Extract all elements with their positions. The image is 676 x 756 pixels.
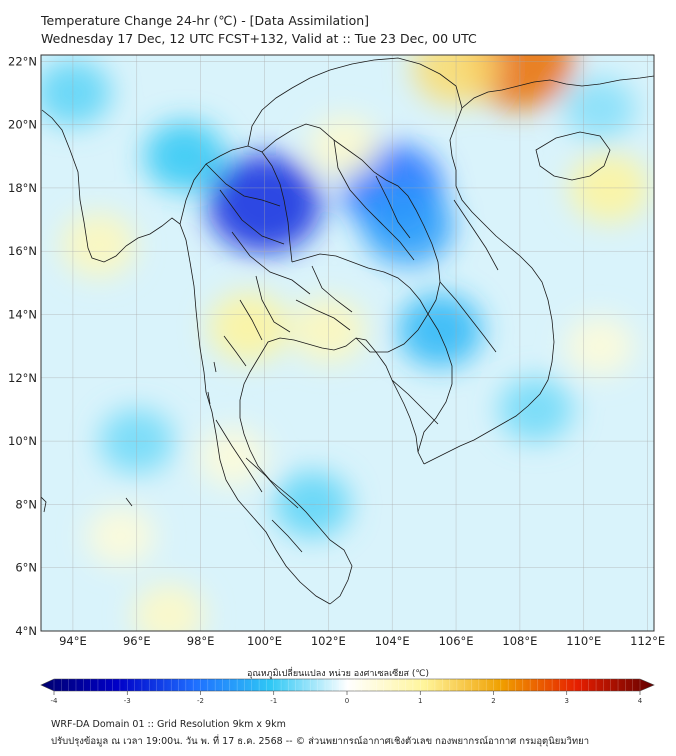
map-frame xyxy=(40,54,655,632)
border-laos xyxy=(261,123,441,315)
footer-credit: ปรับปรุงข้อมูล ณ เวลา 19:00น. วัน พ. ที่… xyxy=(51,736,590,747)
anomaly-blob xyxy=(565,316,634,376)
anomaly-blob xyxy=(41,59,112,127)
coastline-myanmar-west xyxy=(41,109,331,605)
anomaly-blob xyxy=(362,186,454,266)
lon-tick-label: 106°E xyxy=(439,634,474,648)
colorbar-tick-label: -1 xyxy=(270,697,277,705)
lon-tick-label: 100°E xyxy=(247,634,282,648)
map-plot-area xyxy=(41,55,654,631)
lat-tick-label: 8°N xyxy=(15,497,37,511)
lon-tick-label: 104°E xyxy=(375,634,410,648)
lat-tick-label: 6°N xyxy=(15,561,37,575)
colorbar-ticks: -4 -3 -2 -1 0 1 2 3 4 xyxy=(51,679,643,705)
colorbar-tick-label: -3 xyxy=(124,697,131,705)
footer-model-info: WRF-DA Domain 01 :: Grid Resolution 9km … xyxy=(51,719,286,730)
colorbar: -4 -3 -2 -1 0 1 2 3 4 xyxy=(40,678,655,705)
anomaly-blob xyxy=(86,506,155,566)
anomaly-blob xyxy=(144,121,225,192)
coastline-vietnam xyxy=(423,75,654,465)
anomaly-blob xyxy=(132,583,205,631)
lat-tick-label: 16°N xyxy=(8,244,37,258)
chart-subtitle: Wednesday 17 Dec, 12 UTC FCST+132, Valid… xyxy=(41,31,477,46)
lat-tick-label: 20°N xyxy=(8,118,37,132)
anomaly-blob xyxy=(309,116,380,178)
colorbar-bar xyxy=(40,678,655,692)
lon-tick-label: 108°E xyxy=(502,634,537,648)
border-myanmar-thailand xyxy=(179,145,293,263)
border-cambodia-vietnam xyxy=(417,313,453,453)
colorbar-label: อุณหภูมิเปลี่ยนแปลง หน่วย องศาเซลเซียส (… xyxy=(246,669,430,679)
colorbar-tick-label: 1 xyxy=(418,697,422,705)
border-thailand-laos-cambodia xyxy=(291,253,429,353)
coastline-gulf-thailand xyxy=(239,337,425,605)
lon-tick-label: 98°E xyxy=(187,634,215,648)
anomaly-blob xyxy=(397,293,483,368)
colorbar-tick-label: 3 xyxy=(565,697,569,705)
lat-tick-label: 22°N xyxy=(8,54,37,68)
anomaly-blob xyxy=(61,212,136,278)
lon-tick-label: 112°E xyxy=(630,634,665,648)
lat-tick-label: 18°N xyxy=(8,181,37,195)
longitude-tick-labels: 94°E 96°E 98°E 100°E 102°E 104°E 106°E 108°E 110… xyxy=(59,634,665,648)
colorbar-tick-label: 2 xyxy=(491,697,495,705)
colorbar-tick-label: 0 xyxy=(345,697,349,705)
colorbar-tick-label: -4 xyxy=(51,697,59,705)
andaman-islands xyxy=(41,361,217,513)
lat-tick-label: 4°N xyxy=(15,624,37,638)
lat-tick-label: 10°N xyxy=(8,434,37,448)
lon-tick-label: 94°E xyxy=(59,634,87,648)
lon-tick-label: 96°E xyxy=(123,634,151,648)
chart-title: Temperature Change 24-hr (℃) - [Data Ass… xyxy=(41,13,370,28)
graticule xyxy=(41,55,654,631)
provinces-thailand xyxy=(205,163,353,553)
border-china-north xyxy=(247,57,463,147)
lon-tick-label: 110°E xyxy=(566,634,601,648)
coastlines-and-borders xyxy=(41,57,654,605)
lon-tick-label: 102°E xyxy=(311,634,346,648)
colorbar-tick-label: 4 xyxy=(638,697,643,705)
provinces-laos-vietnam xyxy=(333,139,499,425)
lat-tick-label: 14°N xyxy=(8,308,37,322)
anomaly-blob xyxy=(198,427,267,487)
latitude-tick-labels: 4°N 6°N 8°N 10°N 12°N 14°N 16°N 18°N 20°N 22°N xyxy=(8,54,37,638)
colorbar-tick-label: -2 xyxy=(197,697,204,705)
coastline-hainan xyxy=(535,131,611,181)
anomaly-blob xyxy=(563,77,636,141)
anomaly-blob xyxy=(498,377,574,442)
anomaly-blob xyxy=(208,292,289,363)
lat-tick-label: 12°N xyxy=(8,371,37,385)
